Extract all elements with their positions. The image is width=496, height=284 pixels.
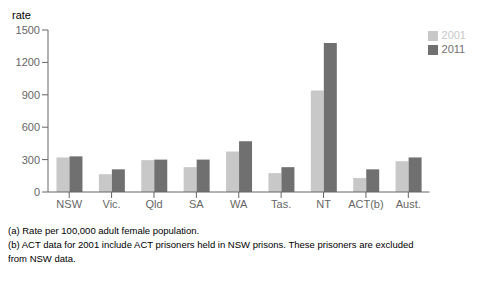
html-text:(b) ACT data for 2001 include: (b) ACT data for 2001 include ACT prison… <box>8 239 414 250</box>
svg-text:Tas.: Tas. <box>271 198 291 210</box>
svg-text:0: 0 <box>34 186 40 198</box>
svg-text:900: 900 <box>22 89 40 101</box>
svg-text:Vic.: Vic. <box>103 198 121 210</box>
svg-text:NSW: NSW <box>56 198 82 210</box>
svg-text:1200: 1200 <box>16 56 40 68</box>
html-text:rate: rate <box>12 9 31 21</box>
svg-text:SA: SA <box>189 198 204 210</box>
html-text:from NSW data.: from NSW data. <box>8 253 76 264</box>
html-text:(a) Rate per 100,000 adult fem: (a) Rate per 100,000 adult female popula… <box>8 225 200 236</box>
html-text:2001: 2001 <box>441 29 466 41</box>
svg-text:300: 300 <box>22 154 40 166</box>
svg-text:600: 600 <box>22 121 40 133</box>
svg-text:NT: NT <box>316 198 331 210</box>
html-text:2011: 2011 <box>441 43 466 55</box>
svg-text:Aust.: Aust. <box>396 198 421 210</box>
svg-text:1500: 1500 <box>16 24 40 36</box>
svg-text:WA: WA <box>230 198 248 210</box>
svg-text:Qld: Qld <box>145 198 162 210</box>
svg-text:ACT(b): ACT(b) <box>348 198 383 210</box>
